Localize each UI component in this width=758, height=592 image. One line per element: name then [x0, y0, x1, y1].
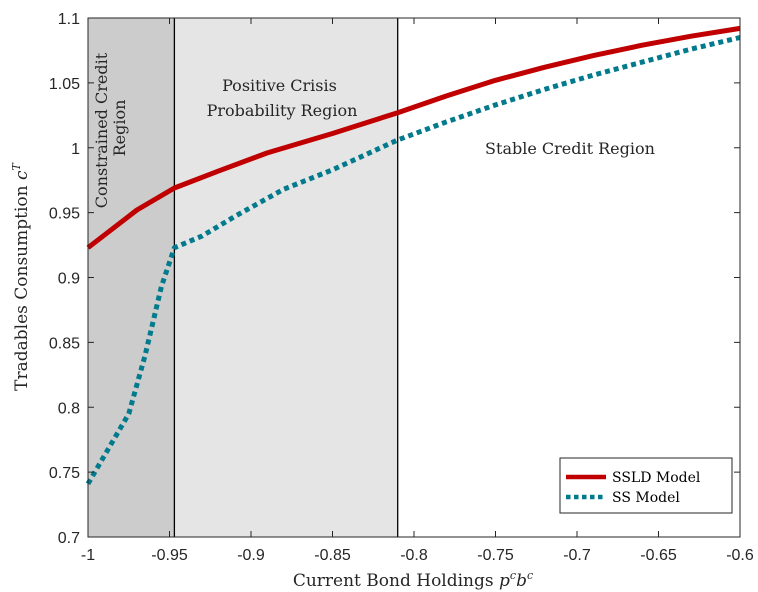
positive-crisis-region-label: Positive Crisis Probability Region	[207, 76, 358, 120]
x-axis-label-symbol: b	[516, 571, 527, 591]
y-tick-label: 1.1	[58, 11, 80, 28]
region-constrained	[88, 18, 175, 537]
x-tick-label: -0.7	[563, 547, 591, 564]
x-tick-label: -0.65	[640, 547, 677, 564]
x-axis-label-symbol: p	[499, 571, 510, 591]
y-tick-label: 0.75	[49, 465, 80, 482]
region-label-line: Probability Region	[207, 101, 358, 120]
y-tick-label: 1	[71, 141, 80, 158]
region-stable	[397, 18, 740, 537]
region-label-line: Positive Crisis	[222, 76, 337, 95]
regions-layer	[88, 18, 740, 537]
y-tick-label: 0.8	[58, 400, 80, 417]
y-axis-label: Tradables Consumption cT	[10, 161, 32, 390]
y-tick-label: 0.95	[49, 206, 80, 223]
y-tick-label: 1.05	[49, 76, 80, 93]
x-tick-label: -0.9	[237, 547, 265, 564]
ticks-layer: -1 -0.95 -0.9 -0.85 -0.8 -0.75 -0.7 -0.65 -0.6 0.…	[49, 11, 754, 564]
y-axis-label-symbol: c	[12, 170, 32, 180]
region-label-line: Constrained Credit	[92, 52, 111, 208]
y-tick-label: 0.9	[58, 271, 80, 288]
y-tick-label: 0.7	[58, 530, 80, 547]
stable-credit-region-label: Stable Credit Region	[485, 139, 655, 158]
x-tick-label: -0.95	[151, 547, 188, 564]
region-label-line: Region	[110, 100, 129, 157]
legend: SSLD Model SS Model	[559, 457, 733, 514]
series-line-ss-model	[85, 35, 741, 486]
y-tick-label: 0.85	[49, 335, 80, 352]
region-positive-crisis	[174, 18, 398, 537]
x-axis-label-superscript: c	[527, 569, 533, 582]
x-tick-label: -0.75	[477, 547, 514, 564]
legend-label: SSLD Model	[612, 470, 701, 486]
x-tick-label: -1	[81, 547, 95, 564]
legend-box	[559, 457, 733, 514]
x-tick-label: -0.8	[400, 547, 428, 564]
constrained-credit-region-label: Constrained Credit Region	[92, 48, 129, 208]
y-axis-label-text: Tradables Consumption	[12, 185, 32, 390]
y-axis-label-superscript: T	[10, 161, 23, 170]
x-axis-label-text: Current Bond Holdings	[293, 571, 494, 591]
x-axis-label-superscript: c	[510, 569, 516, 582]
legend-label: SS Model	[612, 490, 680, 506]
x-axis-label: Current Bond Holdings pcbc	[293, 569, 533, 591]
x-tick-label: -0.6	[726, 547, 754, 564]
series-layer	[85, 25, 741, 486]
series-line-sslhd-model	[86, 25, 741, 250]
x-tick-label: -0.85	[314, 547, 351, 564]
